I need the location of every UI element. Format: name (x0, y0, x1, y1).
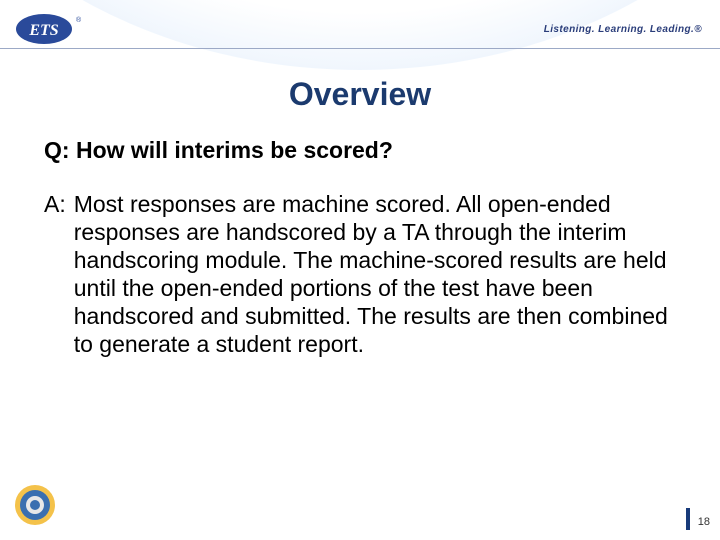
question-line: Q: How will interims be scored? (44, 137, 676, 164)
page-number: 18 (698, 516, 710, 528)
answer-block: A: Most responses are machine scored. Al… (44, 190, 676, 358)
footer-seal-icon (14, 484, 56, 526)
page-number-bar (686, 508, 690, 530)
slide-title: Overview (0, 76, 720, 113)
answer-label: A: (44, 190, 74, 358)
tagline-text: Listening. Learning. Leading.® (544, 24, 702, 35)
ets-logo: ETS ® (14, 10, 82, 48)
slide-body: Q: How will interims be scored? A: Most … (0, 113, 720, 358)
header-divider (0, 48, 720, 49)
slide-header: ETS ® Listening. Learning. Leading.® (0, 0, 720, 70)
svg-text:®: ® (76, 16, 82, 24)
question-label: Q: (44, 137, 70, 163)
ets-logo-text: ETS (28, 22, 58, 39)
question-text: How will interims be scored? (76, 137, 393, 163)
answer-text: Most responses are machine scored. All o… (74, 190, 676, 358)
decorative-arc (0, 0, 720, 70)
